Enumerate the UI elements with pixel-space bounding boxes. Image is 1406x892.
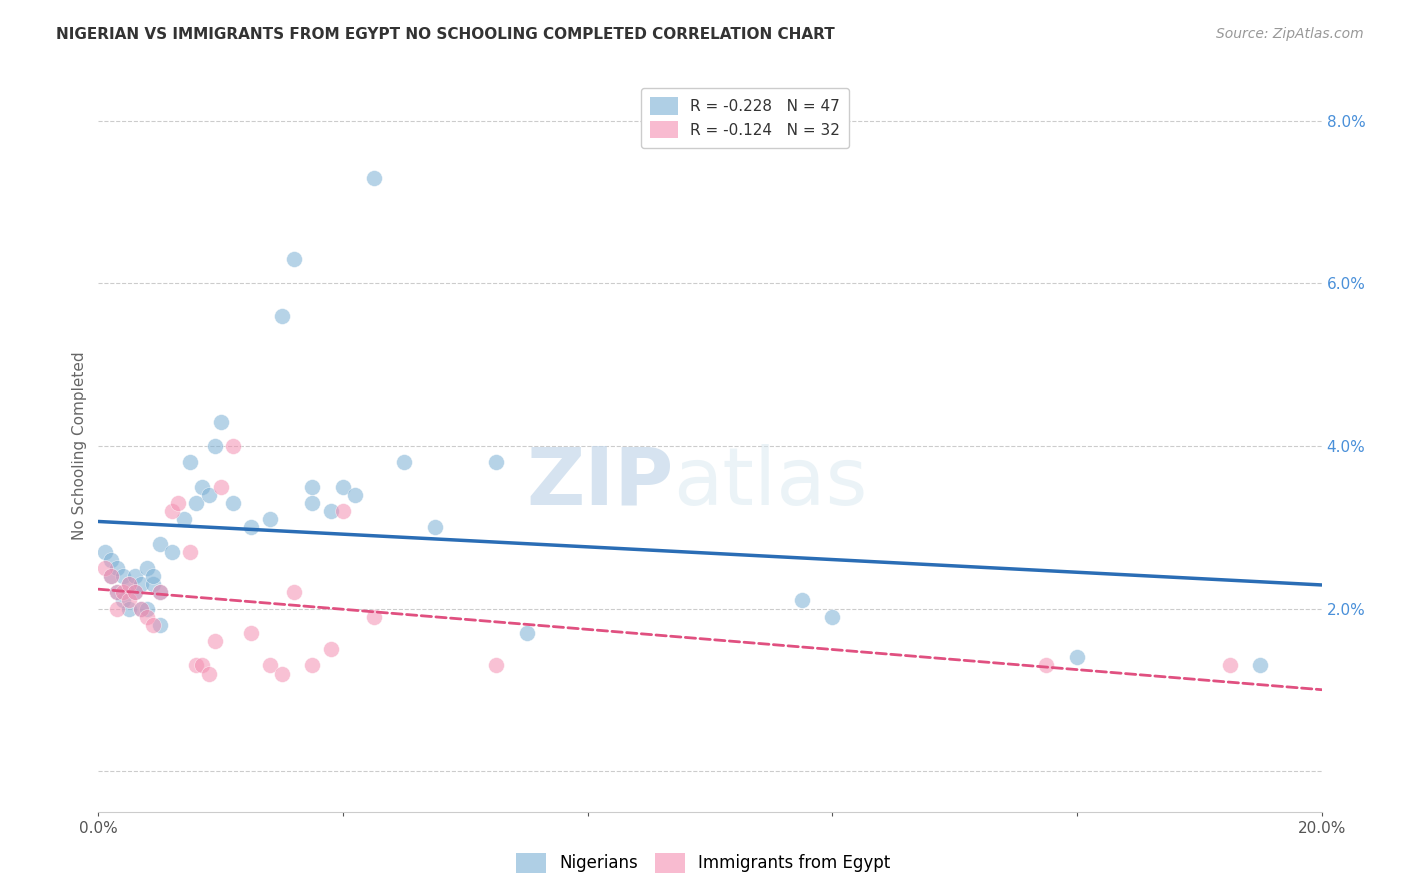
Text: NIGERIAN VS IMMIGRANTS FROM EGYPT NO SCHOOLING COMPLETED CORRELATION CHART: NIGERIAN VS IMMIGRANTS FROM EGYPT NO SCH… [56,27,835,42]
Point [179,544,201,558]
Point [160,504,183,518]
Point [129,601,152,615]
Text: atlas: atlas [673,443,868,522]
Point [259,512,281,526]
Point [209,480,232,494]
Point [124,585,146,599]
Point [118,577,141,591]
Point [111,593,134,607]
Point [167,496,190,510]
Point [197,488,219,502]
Text: Source: ZipAtlas.com: Source: ZipAtlas.com [1216,27,1364,41]
Point [270,309,292,323]
Point [149,585,172,599]
Point [240,520,263,534]
Point [93,544,115,558]
Point [100,569,122,583]
Point [186,496,208,510]
Point [105,585,128,599]
Point [332,480,354,494]
Point [93,561,115,575]
Point [1066,650,1088,665]
Point [118,601,141,615]
Point [1219,658,1241,673]
Point [344,488,367,502]
Point [270,666,292,681]
Point [516,626,538,640]
Point [283,252,305,266]
Point [124,569,146,583]
Y-axis label: No Schooling Completed: No Schooling Completed [72,351,87,541]
Point [111,569,134,583]
Point [222,439,245,453]
Legend: Nigerians, Immigrants from Egypt: Nigerians, Immigrants from Egypt [509,847,897,880]
Point [283,585,305,599]
Point [204,634,226,648]
Point [301,658,323,673]
Point [319,642,342,657]
Point [209,415,232,429]
Point [105,585,128,599]
Point [222,496,245,510]
Point [191,658,214,673]
Point [149,617,172,632]
Point [149,585,172,599]
Point [129,601,152,615]
Point [191,480,214,494]
Point [100,553,122,567]
Point [485,658,508,673]
Point [179,455,201,469]
Point [160,544,183,558]
Point [240,626,263,640]
Point [136,561,159,575]
Point [259,658,281,673]
Point [204,439,226,453]
Point [142,617,165,632]
Point [124,585,146,599]
Point [363,609,385,624]
Point [142,577,165,591]
Point [136,601,159,615]
Point [100,569,122,583]
Point [136,609,159,624]
Text: ZIP: ZIP [526,443,673,522]
Point [105,561,128,575]
Point [186,658,208,673]
Point [105,601,128,615]
Point [301,496,323,510]
Point [111,585,134,599]
Point [423,520,446,534]
Point [173,512,195,526]
Point [319,504,342,518]
Point [197,666,219,681]
Point [790,593,813,607]
Point [392,455,416,469]
Point [149,536,172,550]
Point [1249,658,1271,673]
Point [118,593,141,607]
Point [363,170,385,185]
Point [301,480,323,494]
Point [821,609,844,624]
Point [485,455,508,469]
Point [1035,658,1057,673]
Legend: R = -0.228   N = 47, R = -0.124   N = 32: R = -0.228 N = 47, R = -0.124 N = 32 [641,88,849,148]
Point [118,577,141,591]
Point [332,504,354,518]
Point [129,577,152,591]
Point [142,569,165,583]
